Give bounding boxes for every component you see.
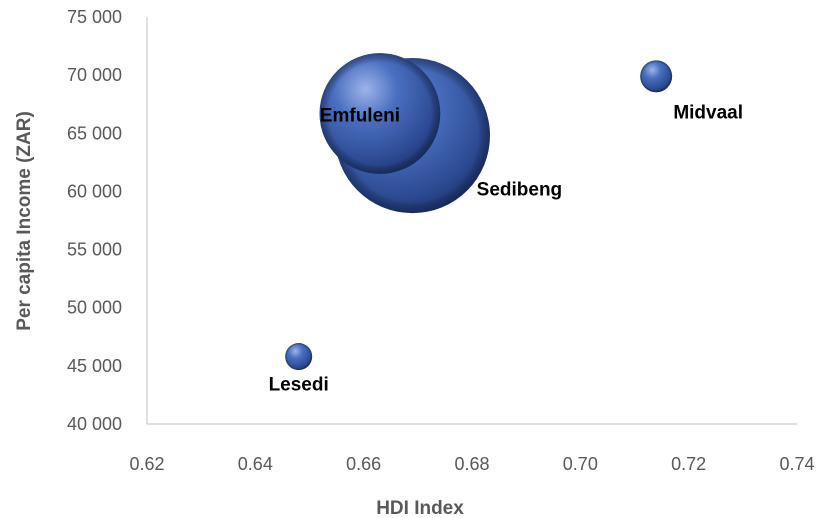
bubble-lesedi [285,343,313,371]
y-tick-label: 55 000 [67,240,122,260]
y-tick-label: 70 000 [67,65,122,85]
x-tick-label: 0.66 [346,454,381,474]
x-axis-ticks: 0.62 0.64 0.66 0.68 0.70 0.72 0.74 [129,454,814,474]
y-tick-label: 60 000 [67,181,122,201]
bubble-midvaal [640,60,673,93]
y-axis-ticks: 40 000 45 000 50 000 55 000 60 000 65 000 70 0… [67,7,122,434]
y-tick-label: 65 000 [67,123,122,143]
x-tick-label: 0.64 [238,454,273,474]
bubble-shade [640,60,673,93]
bubble-series [285,53,673,371]
y-tick-label: 75 000 [67,7,122,27]
y-axis-title: Per capita Income (ZAR) [14,111,35,331]
x-tick-label: 0.62 [129,454,164,474]
x-axis-title: HDI Index [376,498,464,518]
bubble-shade [285,343,313,371]
x-tick-label: 0.72 [671,454,706,474]
y-tick-label: 45 000 [67,356,122,376]
x-tick-label: 0.68 [454,454,489,474]
bubble-label-sedibeng: Sedibeng [477,180,563,201]
y-tick-label: 50 000 [67,298,122,318]
y-tick-label: 40 000 [67,414,122,434]
bubble-label-emfuleni: Emfuleni [320,106,400,127]
bubble-label-midvaal: Midvaal [673,102,743,123]
bubble-emfuleni [319,53,441,174]
x-tick-label: 0.74 [779,454,814,474]
bubble-label-lesedi: Lesedi [269,375,329,396]
x-tick-label: 0.70 [563,454,598,474]
chart-axes [146,17,797,425]
bubble-labels: Lesedi Midvaal Sedibeng Emfuleni [269,102,743,395]
bubble-shade [319,53,441,174]
